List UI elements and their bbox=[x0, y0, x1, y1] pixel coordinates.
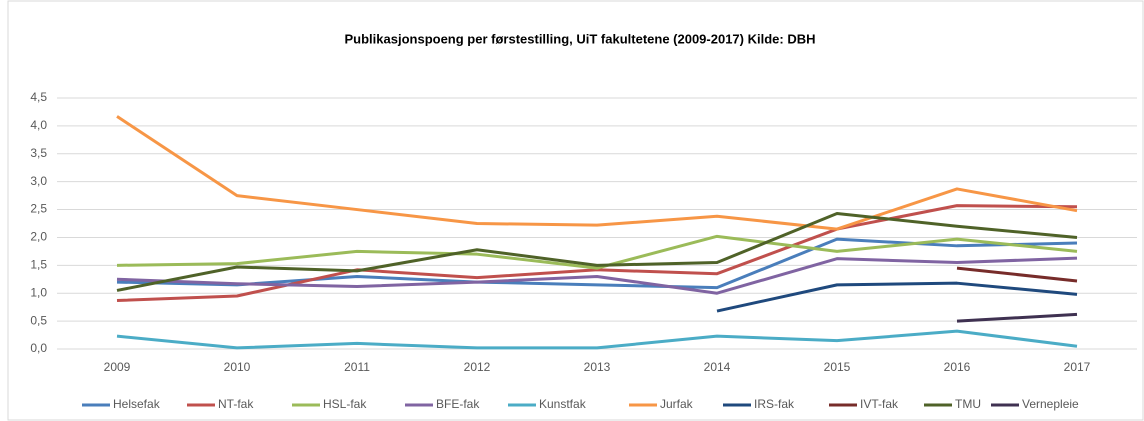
y-tick-label: 0,5 bbox=[30, 313, 47, 327]
series-line bbox=[716, 281, 1078, 313]
legend-label: IVT-fak bbox=[860, 397, 899, 411]
legend-label: Kunstfak bbox=[539, 397, 587, 411]
series-line bbox=[116, 256, 1078, 295]
x-tick-label: 2014 bbox=[704, 360, 731, 374]
chart-border bbox=[7, 0, 1144, 421]
series-line bbox=[116, 211, 1078, 292]
x-tick-label: 2015 bbox=[824, 360, 851, 374]
series-line bbox=[116, 234, 1078, 270]
legend-label: BFE-fak bbox=[436, 397, 480, 411]
legend-label: Vernepleie bbox=[1022, 397, 1079, 411]
x-tick-label: 2010 bbox=[224, 360, 251, 374]
x-tick-label: 2016 bbox=[944, 360, 971, 374]
y-tick-label: 3,5 bbox=[30, 146, 47, 160]
y-tick-label: 3,0 bbox=[30, 174, 47, 188]
y-tick-label: 2,5 bbox=[30, 202, 47, 216]
legend-label: IRS-fak bbox=[754, 397, 795, 411]
y-tick-label: 1,5 bbox=[30, 258, 47, 272]
series-line bbox=[116, 115, 1078, 231]
legend-label: Jurfak bbox=[660, 397, 694, 411]
legend-label: NT-fak bbox=[218, 397, 254, 411]
legend-label: HSL-fak bbox=[323, 397, 367, 411]
series-line bbox=[956, 266, 1078, 283]
x-tick-label: 2012 bbox=[464, 360, 491, 374]
chart-title: Publikasjonspoeng per førstestilling, Ui… bbox=[345, 31, 816, 46]
series-line bbox=[116, 329, 1078, 350]
y-tick-label: 1,0 bbox=[30, 285, 47, 299]
y-tick-label: 2,0 bbox=[30, 230, 47, 244]
x-tick-label: 2009 bbox=[104, 360, 131, 374]
series-line bbox=[956, 312, 1078, 323]
x-tick-label: 2013 bbox=[584, 360, 611, 374]
x-tick-label: 2017 bbox=[1064, 360, 1091, 374]
legend-label: TMU bbox=[955, 397, 981, 411]
x-tick-label: 2011 bbox=[344, 360, 370, 374]
series-line bbox=[116, 204, 1078, 302]
y-tick-label: 4,5 bbox=[30, 90, 47, 104]
legend-label: Helsefak bbox=[113, 397, 161, 411]
y-tick-label: 4,0 bbox=[30, 118, 47, 132]
y-tick-label: 0,0 bbox=[30, 341, 47, 355]
